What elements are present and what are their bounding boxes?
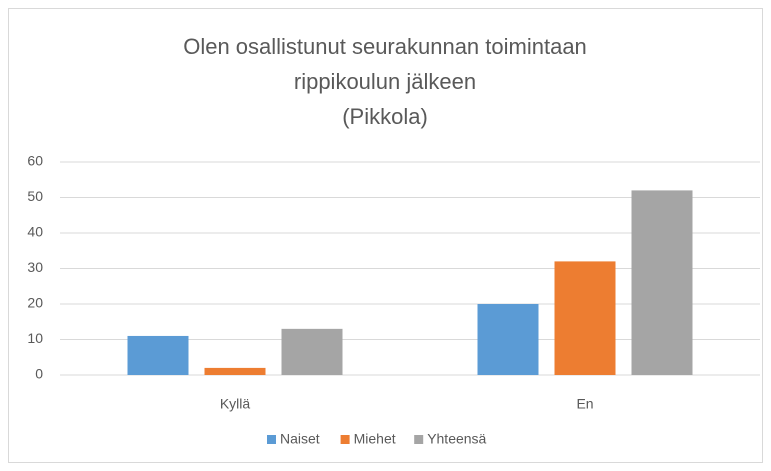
y-tick-label: 50 [27, 188, 43, 204]
y-tick-label: 30 [27, 259, 43, 275]
legend-label: Yhteensä [427, 431, 486, 447]
legend-swatch [414, 435, 424, 444]
bar [204, 367, 266, 375]
legend-swatch [340, 435, 350, 444]
y-tick-label: 40 [27, 224, 43, 240]
y-tick-label: 0 [35, 366, 43, 382]
bar [281, 328, 343, 375]
y-tick-label: 20 [27, 295, 43, 311]
x-tick-label: Kyllä [220, 396, 251, 412]
bar [554, 261, 616, 375]
y-tick-label: 10 [27, 330, 43, 346]
x-tick-label: En [576, 396, 593, 412]
bar [477, 304, 539, 375]
chart-title: Olen osallistunut seurakunnan toimintaan [183, 34, 587, 59]
chart-title: rippikoulun jälkeen [294, 69, 476, 94]
chart-title: (Pikkola) [342, 104, 428, 129]
legend-label: Miehet [354, 431, 396, 447]
legend-swatch [267, 435, 276, 444]
bar [631, 190, 693, 375]
y-tick-label: 60 [27, 153, 43, 169]
legend-label: Naiset [280, 431, 320, 447]
bar [127, 335, 189, 375]
